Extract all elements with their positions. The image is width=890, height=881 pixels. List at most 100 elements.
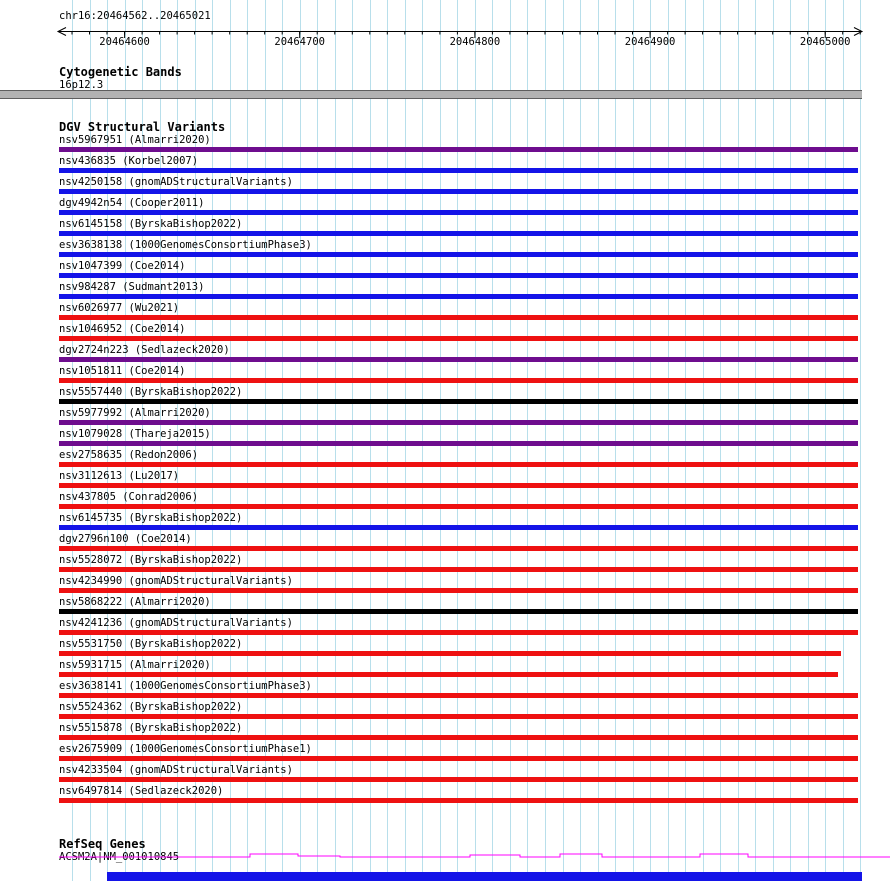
- variant-label[interactable]: nsv4234990 (gnomADStructuralVariants): [59, 575, 293, 587]
- gridline: [702, 0, 704, 881]
- variant-label[interactable]: nsv5524362 (ByrskaBishop2022): [59, 701, 243, 713]
- variant-row: nsv437805 (Conrad2006): [0, 491, 890, 512]
- variant-bar[interactable]: [59, 525, 858, 530]
- variant-label[interactable]: esv3638141 (1000GenomesConsortiumPhase3): [59, 680, 312, 692]
- variant-bar[interactable]: [59, 630, 858, 635]
- variant-row: nsv1047399 (Coe2014): [0, 260, 890, 281]
- variant-label[interactable]: esv3638138 (1000GenomesConsortiumPhase3): [59, 239, 312, 251]
- gridline: [107, 0, 108, 881]
- variant-label[interactable]: dgv2796n100 (Coe2014): [59, 533, 192, 545]
- variant-label[interactable]: dgv2724n223 (Sedlazeck2020): [59, 344, 230, 356]
- variant-label[interactable]: nsv1046952 (Coe2014): [59, 323, 186, 335]
- variant-bar[interactable]: [59, 252, 858, 257]
- variant-bar[interactable]: [59, 777, 858, 782]
- variant-bar[interactable]: [59, 231, 858, 236]
- variant-label[interactable]: nsv6145158 (ByrskaBishop2022): [59, 218, 243, 230]
- variant-bar[interactable]: [59, 651, 841, 656]
- variant-label[interactable]: nsv5528072 (ByrskaBishop2022): [59, 554, 243, 566]
- variant-bar[interactable]: [59, 693, 858, 698]
- variant-row: nsv5868222 (Almarri2020): [0, 596, 890, 617]
- variant-row: dgv4942n54 (Cooper2011): [0, 197, 890, 218]
- gridline: [755, 0, 757, 881]
- gridline: [790, 0, 792, 881]
- cytoband-track-title: Cytogenetic Bands: [59, 65, 182, 79]
- variant-bar[interactable]: [59, 336, 858, 341]
- gridline: [509, 0, 511, 881]
- variant-bar[interactable]: [59, 315, 858, 320]
- refseq-gene-bar[interactable]: [107, 872, 862, 881]
- gridline: [720, 0, 722, 881]
- gridline: [404, 0, 406, 881]
- variant-label[interactable]: dgv4942n54 (Cooper2011): [59, 197, 205, 209]
- gridline: [142, 0, 144, 881]
- variant-label[interactable]: nsv5515878 (ByrskaBishop2022): [59, 722, 243, 734]
- gridline: [667, 0, 669, 881]
- variant-label[interactable]: nsv1047399 (Coe2014): [59, 260, 186, 272]
- variant-label[interactable]: nsv3112613 (Lu2017): [59, 470, 180, 482]
- variant-bar[interactable]: [59, 588, 858, 593]
- variant-bar[interactable]: [59, 504, 858, 509]
- variant-bar[interactable]: [59, 189, 858, 194]
- variant-label[interactable]: nsv4233504 (gnomADStructuralVariants): [59, 764, 293, 776]
- variant-row: nsv5931715 (Almarri2020): [0, 659, 890, 680]
- variant-label[interactable]: esv2675909 (1000GenomesConsortiumPhase1): [59, 743, 312, 755]
- variant-label[interactable]: nsv6145735 (ByrskaBishop2022): [59, 512, 243, 524]
- variant-row: nsv1051811 (Coe2014): [0, 365, 890, 386]
- variant-row: nsv4241236 (gnomADStructuralVariants): [0, 617, 890, 638]
- variant-bar[interactable]: [59, 399, 858, 404]
- variant-label[interactable]: nsv984287 (Sudmant2013): [59, 281, 205, 293]
- variant-bar[interactable]: [59, 714, 858, 719]
- variant-bar[interactable]: [59, 210, 858, 215]
- variant-label[interactable]: nsv5557440 (ByrskaBishop2022): [59, 386, 243, 398]
- variant-label[interactable]: nsv1051811 (Coe2014): [59, 365, 186, 377]
- variant-label[interactable]: nsv6497814 (Sedlazeck2020): [59, 785, 224, 797]
- variant-bar[interactable]: [59, 756, 858, 761]
- variant-bar[interactable]: [59, 273, 858, 278]
- gridline: [772, 0, 774, 881]
- variant-row: esv3638138 (1000GenomesConsortiumPhase3): [0, 239, 890, 260]
- variant-bar[interactable]: [59, 147, 858, 152]
- variant-row: nsv5557440 (ByrskaBishop2022): [0, 386, 890, 407]
- variant-bar[interactable]: [59, 609, 858, 614]
- variant-bar[interactable]: [59, 567, 858, 572]
- variant-bar[interactable]: [59, 546, 858, 551]
- gridline: [545, 0, 546, 881]
- variant-label[interactable]: nsv436835 (Korbel2007): [59, 155, 199, 167]
- gridline: [737, 0, 739, 881]
- variant-row: dgv2796n100 (Coe2014): [0, 533, 890, 554]
- variant-label[interactable]: nsv6026977 (Wu2021): [59, 302, 180, 314]
- variant-bar[interactable]: [59, 798, 858, 803]
- gridline: [159, 0, 161, 881]
- gridline: [615, 0, 616, 881]
- variant-label[interactable]: esv2758635 (Redon2006): [59, 449, 199, 461]
- variant-label[interactable]: nsv4241236 (gnomADStructuralVariants): [59, 617, 293, 629]
- variant-bar[interactable]: [59, 735, 858, 740]
- variant-bar[interactable]: [59, 378, 858, 383]
- variant-row: esv2758635 (Redon2006): [0, 449, 890, 470]
- variant-bar[interactable]: [59, 462, 858, 467]
- variant-label[interactable]: nsv5931715 (Almarri2020): [59, 659, 211, 671]
- variant-bar[interactable]: [59, 483, 858, 488]
- refseq-gene-label[interactable]: ACSM2A|NM_001010845: [59, 851, 180, 863]
- cytoband-bar[interactable]: [0, 90, 862, 99]
- variant-label[interactable]: nsv5531750 (ByrskaBishop2022): [59, 638, 243, 650]
- variant-label[interactable]: nsv4250158 (gnomADStructuralVariants): [59, 176, 293, 188]
- variant-bar[interactable]: [59, 420, 858, 425]
- variant-bar[interactable]: [59, 294, 858, 299]
- variant-bar[interactable]: [59, 441, 858, 446]
- variant-label[interactable]: nsv5868222 (Almarri2020): [59, 596, 211, 608]
- variant-label[interactable]: nsv437805 (Conrad2006): [59, 491, 199, 503]
- gridline: [562, 0, 564, 881]
- gridline: [492, 0, 494, 881]
- variant-bar[interactable]: [59, 357, 858, 362]
- ruler-tick-label: 20464700: [274, 36, 325, 48]
- variant-label[interactable]: nsv5967951 (Almarri2020): [59, 134, 211, 146]
- variant-label[interactable]: nsv5977992 (Almarri2020): [59, 407, 211, 419]
- variant-bar[interactable]: [59, 672, 838, 677]
- gridline: [194, 0, 196, 881]
- cytoband-name-label: 16p12.3: [59, 79, 104, 91]
- variant-label[interactable]: nsv1079028 (Thareja2015): [59, 428, 211, 440]
- variant-bar[interactable]: [59, 168, 858, 173]
- variant-row: nsv1079028 (Thareja2015): [0, 428, 890, 449]
